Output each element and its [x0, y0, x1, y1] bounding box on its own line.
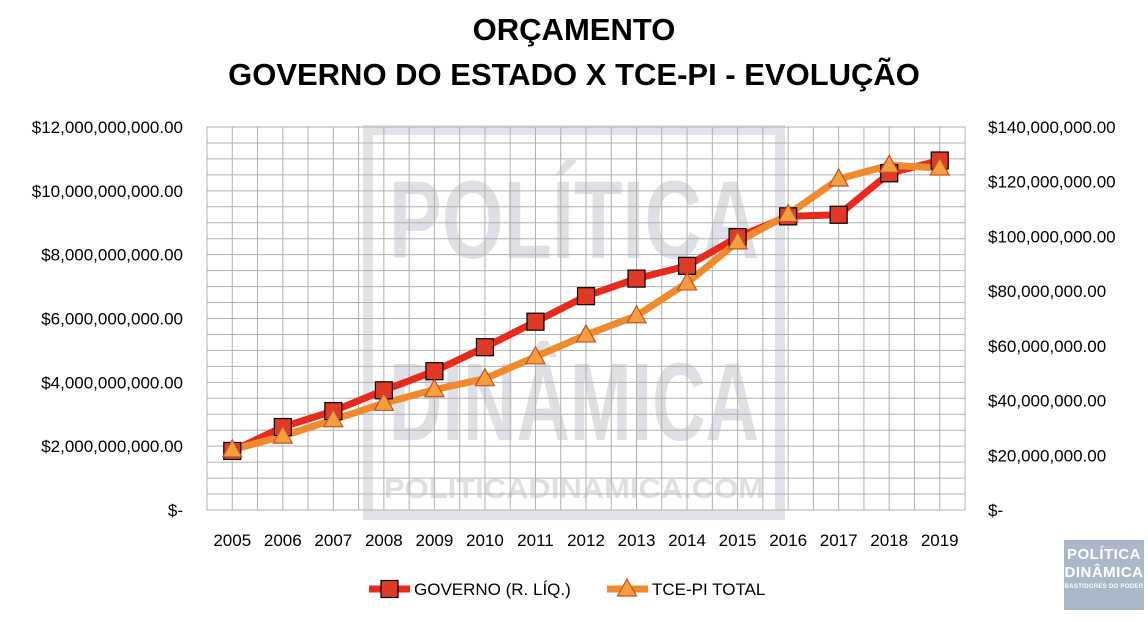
legend-label-tce: TCE-PI TOTAL	[652, 580, 765, 599]
chart-axes: $- $2,000,000,000.00 $4,000,000,000.00 $6,0…	[32, 118, 1116, 550]
y-left-tick-label: $8,000,000,000.00	[41, 246, 183, 265]
tce-point	[828, 167, 850, 187]
x-tick-label: 2007	[314, 531, 352, 550]
governo-point	[526, 312, 545, 331]
tce-point	[575, 323, 597, 343]
y-right-tick-label: $100,000,000.00	[988, 227, 1116, 246]
y-right-tick-label: $60,000,000.00	[988, 337, 1106, 356]
watermark-frame	[363, 125, 785, 520]
y-right-tick-label: $140,000,000.00	[988, 118, 1116, 137]
governo-point	[829, 205, 848, 224]
politica-dinamica-logo: POLÍTICA DINÂMICA BASTIDORES DO PODER	[1064, 540, 1144, 610]
y-right-tick-label: $40,000,000.00	[988, 392, 1106, 411]
legend-marker-governo	[380, 579, 399, 599]
y-right-tick-label: $120,000,000.00	[988, 173, 1116, 192]
y-left-tick-label: $10,000,000,000.00	[32, 182, 183, 201]
governo-point	[475, 338, 495, 357]
x-tick-label: 2013	[618, 531, 656, 550]
tce-point	[626, 304, 648, 324]
y-left-tick-label: $6,000,000,000.00	[41, 310, 183, 329]
x-tick-label: 2016	[769, 531, 807, 550]
x-tick-label: 2010	[466, 531, 504, 550]
x-tick-label: 2012	[567, 531, 605, 550]
tce-point	[373, 392, 395, 411]
legend-marker-tce	[616, 577, 638, 597]
y-left-tick-label: $-	[168, 501, 183, 520]
chart-title-line2: GOVERNO DO ESTADO X TCE-PI - EVOLUÇÃO	[228, 57, 920, 92]
x-tick-label: 2008	[365, 531, 403, 550]
logo-line2: DINÂMICA	[1064, 564, 1144, 581]
y-left-tick-label: $12,000,000,000.00	[32, 118, 183, 137]
x-tick-label: 2014	[668, 531, 706, 550]
x-tick-label: 2015	[719, 531, 757, 550]
chart-grid	[206, 126, 966, 511]
governo-point	[576, 287, 596, 306]
governo-point	[425, 362, 444, 381]
x-tick-label: 2009	[415, 531, 453, 550]
tce-point	[777, 203, 799, 223]
tce-point	[322, 408, 344, 428]
tce-point	[474, 367, 496, 387]
tce-point	[929, 156, 951, 176]
tce-point	[423, 378, 445, 398]
tce-point	[524, 345, 546, 365]
chart-title-line1: ORÇAMENTO	[473, 12, 676, 47]
logo-line1: POLÍTICA	[1067, 546, 1141, 563]
x-tick-label: 2018	[870, 531, 908, 550]
y-left-tick-label: $4,000,000,000.00	[41, 373, 183, 392]
x-tick-label: 2019	[921, 531, 959, 550]
y-right-tick-label: $20,000,000.00	[988, 446, 1106, 465]
chart-series	[221, 151, 951, 461]
logo-tagline: BASTIDORES DO PODER	[1064, 584, 1144, 590]
chart-legend: GOVERNO (R. LÍQ.) TCE-PI TOTAL	[369, 577, 765, 599]
governo-point	[627, 269, 646, 288]
watermark: POLÍTICA DINÂMICA POLITICADINAMICA.COM	[363, 125, 785, 520]
tce-point	[676, 271, 698, 291]
x-tick-label: 2011	[517, 531, 554, 550]
tce-point	[727, 230, 749, 250]
x-tick-label: 2017	[820, 531, 858, 550]
tce-point	[878, 154, 900, 173]
y-right-tick-label: $80,000,000.00	[988, 282, 1106, 301]
y-left-tick-label: $2,000,000,000.00	[41, 437, 183, 456]
watermark-line1: POLÍTICA	[389, 159, 759, 282]
tce-point	[272, 424, 294, 444]
x-tick-label: 2005	[213, 531, 251, 550]
legend-label-governo: GOVERNO (R. LÍQ.)	[414, 580, 571, 599]
watermark-line2: DINÂMICA	[389, 341, 759, 464]
x-tick-label: 2006	[264, 531, 302, 550]
tce-point	[221, 438, 243, 458]
y-right-tick-label: $-	[988, 501, 1003, 520]
